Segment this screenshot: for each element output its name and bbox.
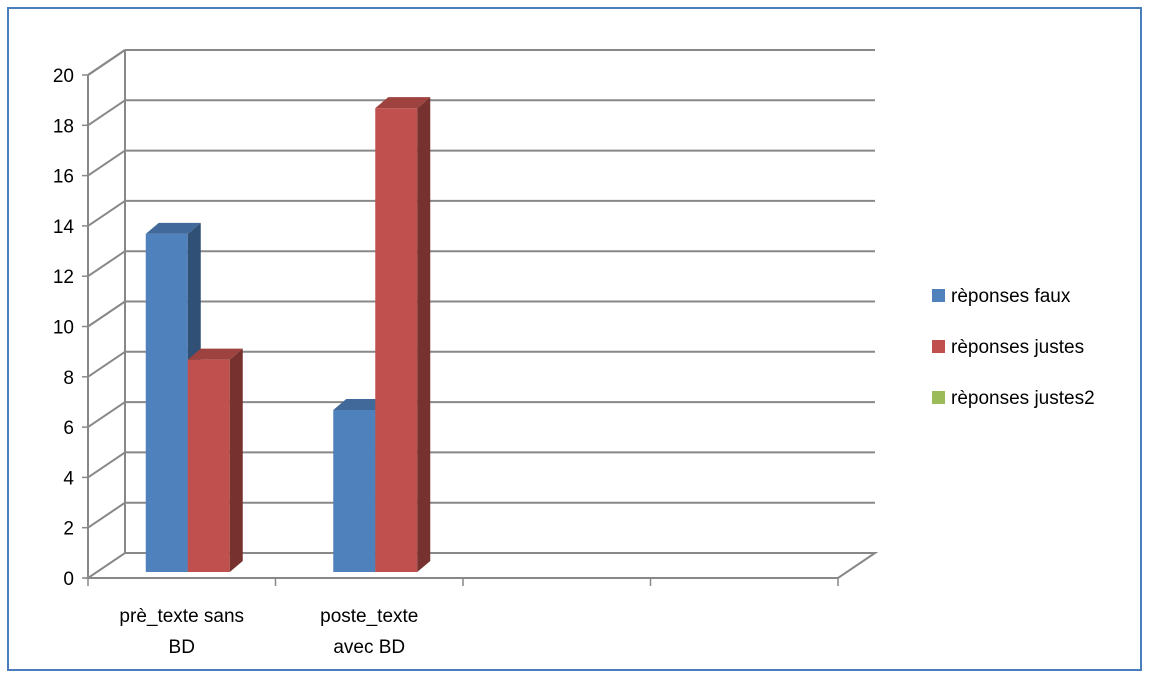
side-gridline: [87, 350, 126, 378]
y-tick-label: 20: [53, 66, 74, 87]
y-tick-label: 6: [63, 418, 74, 439]
bar-front: [187, 359, 230, 572]
chart-floor: [84, 552, 879, 579]
y-tick-label: 14: [53, 217, 75, 238]
side-gridline: [87, 401, 126, 428]
bar-top: [333, 398, 389, 410]
bar-top: [187, 348, 243, 360]
bar-side: [229, 348, 243, 572]
bars: [145, 97, 431, 573]
x-category-label: poste_texte: [320, 606, 418, 627]
x-category-label: prè_texte sans: [119, 606, 244, 627]
bar-front: [145, 233, 188, 572]
y-tick-label: 16: [53, 167, 74, 188]
side-gridline: [87, 250, 126, 278]
legend-swatch: [932, 289, 945, 302]
legend: rèponses faux rèponses justes rèponses jus…: [932, 286, 1095, 409]
axis-labels: 0 2 4 6 8 10 12 14 16 18 20 prè_texte sans BD poste_t…: [53, 66, 419, 658]
x-category-label: avec BD: [333, 637, 405, 658]
y-tick-label: 10: [53, 318, 74, 339]
axes: [82, 49, 879, 586]
y-tick-label: 18: [53, 116, 74, 137]
bar-front: [333, 409, 376, 572]
side-gridline: [87, 149, 126, 177]
side-gridline: [87, 501, 126, 529]
side-gridline: [87, 451, 126, 479]
bar-top: [145, 222, 201, 234]
legend-swatch: [932, 391, 945, 404]
y-tick-label: 8: [63, 368, 74, 389]
side-gridline: [87, 300, 126, 328]
legend-label: rèponses faux: [951, 286, 1071, 307]
side-gridline: [87, 49, 126, 76]
bar-front: [375, 108, 418, 573]
gridlines: [87, 49, 875, 529]
legend-swatch: [932, 340, 945, 353]
side-gridline: [87, 200, 126, 227]
legend-label: rèponses justes: [951, 337, 1084, 358]
bar-top: [375, 97, 431, 109]
x-category-label: BD: [169, 637, 195, 658]
y-tick-label: 4: [63, 468, 74, 489]
y-tick-label: 2: [63, 519, 74, 540]
bar-side: [417, 97, 431, 573]
legend-label: rèponses justes2: [951, 388, 1095, 409]
y-tick-label: 12: [53, 267, 74, 288]
y-tick-label: 0: [63, 569, 74, 590]
side-gridline: [87, 99, 126, 127]
